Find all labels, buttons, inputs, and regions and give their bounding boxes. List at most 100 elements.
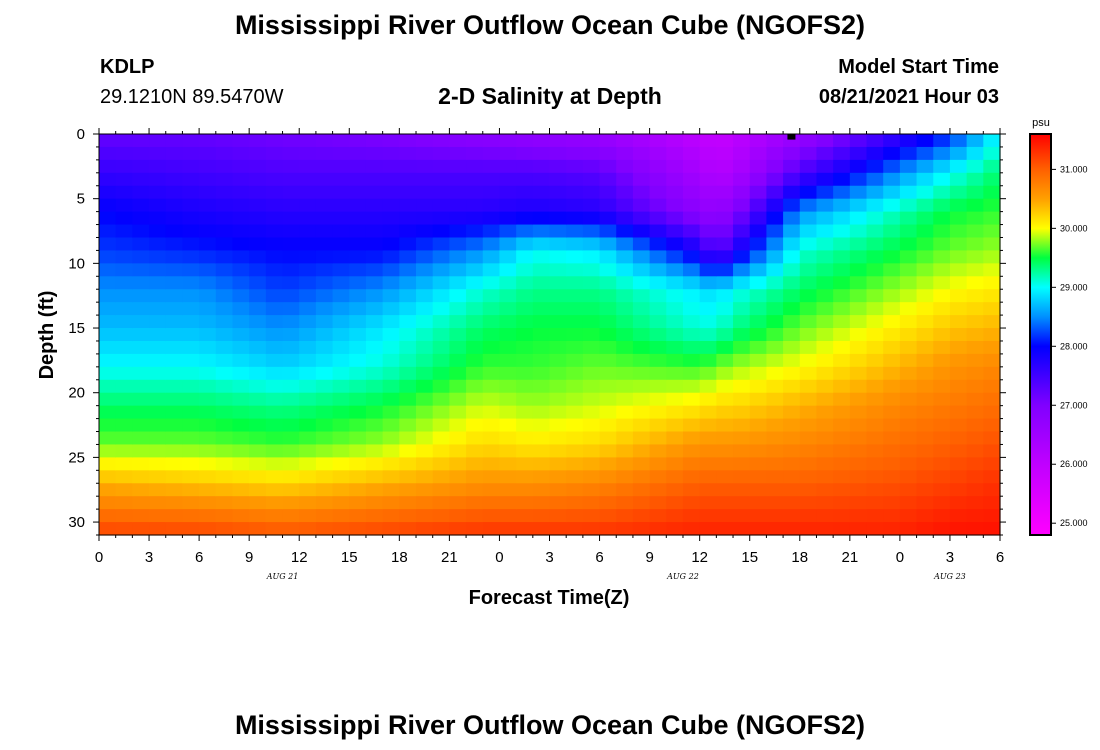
heatmap-cell bbox=[482, 366, 501, 381]
heatmap-cell bbox=[933, 392, 951, 407]
heatmap-cell bbox=[499, 431, 517, 446]
heatmap-cell bbox=[466, 496, 484, 510]
heatmap-cell bbox=[432, 405, 450, 420]
heatmap-cell bbox=[582, 134, 601, 148]
heatmap-cell bbox=[365, 483, 384, 497]
heatmap-cell bbox=[299, 185, 317, 200]
heatmap-cell bbox=[315, 276, 334, 290]
heatmap-cell bbox=[632, 483, 651, 497]
heatmap-cell bbox=[599, 172, 617, 187]
heatmap-cell bbox=[983, 379, 1001, 394]
heatmap-cell bbox=[733, 353, 751, 368]
chart-subtitle: 2-D Salinity at Depth bbox=[438, 83, 662, 109]
heatmap-cell bbox=[666, 392, 684, 407]
heatmap-cell bbox=[916, 379, 934, 394]
heatmap-cell bbox=[432, 496, 450, 510]
heatmap-cell bbox=[149, 237, 167, 252]
heatmap-cell bbox=[215, 134, 234, 148]
heatmap-cell bbox=[766, 211, 784, 226]
heatmap-cell bbox=[182, 211, 200, 226]
heatmap-cell bbox=[866, 289, 884, 303]
heatmap-cell bbox=[899, 276, 918, 290]
heatmap-cell bbox=[299, 353, 317, 368]
heatmap-cell bbox=[632, 405, 651, 420]
heatmap-cell bbox=[432, 146, 450, 161]
heatmap-cell bbox=[949, 340, 968, 355]
heatmap-cell bbox=[132, 431, 150, 446]
heatmap-cell bbox=[532, 431, 551, 446]
heatmap-cell bbox=[182, 444, 200, 458]
heatmap-cell bbox=[849, 172, 868, 187]
heatmap-cell bbox=[883, 340, 901, 355]
heatmap-cell bbox=[532, 366, 551, 381]
heatmap-cell bbox=[549, 146, 567, 161]
heatmap-cell bbox=[849, 328, 868, 342]
heatmap-cell bbox=[566, 276, 584, 290]
heatmap-cell bbox=[132, 379, 150, 394]
heatmap-cell bbox=[899, 509, 918, 523]
heatmap-cell bbox=[549, 224, 567, 239]
heatmap-cell bbox=[349, 263, 367, 277]
heatmap-cell bbox=[566, 172, 584, 187]
heatmap-cell bbox=[849, 353, 868, 368]
heatmap-cell bbox=[983, 185, 1001, 200]
heatmap-cell bbox=[966, 470, 984, 484]
heatmap-cell bbox=[449, 315, 467, 329]
heatmap-cell bbox=[466, 315, 484, 329]
heatmap-cell bbox=[466, 353, 484, 368]
heatmap-cell bbox=[816, 159, 834, 174]
heatmap-cell bbox=[799, 483, 818, 497]
heatmap-cell bbox=[332, 263, 350, 277]
heatmap-cell bbox=[249, 328, 267, 342]
heatmap-cell bbox=[399, 509, 417, 523]
heatmap-cell bbox=[365, 392, 384, 407]
heatmap-cell bbox=[349, 328, 367, 342]
heatmap-cell bbox=[499, 315, 517, 329]
heatmap-cell bbox=[432, 483, 450, 497]
heatmap-cell bbox=[666, 522, 684, 536]
heatmap-cell bbox=[332, 146, 350, 161]
heatmap-cell bbox=[883, 431, 901, 446]
heatmap-cell bbox=[99, 159, 117, 174]
heatmap-cell bbox=[933, 276, 951, 290]
heatmap-cell bbox=[249, 289, 267, 303]
heatmap-cell bbox=[232, 470, 250, 484]
heatmap-cell bbox=[899, 263, 918, 277]
heatmap-cell bbox=[199, 405, 217, 420]
colorbar-unit: psu bbox=[1032, 117, 1050, 129]
heatmap-cell bbox=[733, 340, 751, 355]
heatmap-cell bbox=[716, 276, 734, 290]
heatmap-cell bbox=[132, 159, 150, 174]
heatmap-cell bbox=[199, 379, 217, 394]
heatmap-cell bbox=[466, 431, 484, 446]
heatmap-cell bbox=[432, 172, 450, 187]
heatmap-cell bbox=[849, 483, 868, 497]
heatmap-cell bbox=[733, 444, 751, 458]
heatmap-cell bbox=[849, 276, 868, 290]
heatmap-cell bbox=[265, 405, 284, 420]
heatmap-cell bbox=[282, 328, 300, 342]
heatmap-cell bbox=[382, 483, 400, 497]
heatmap-cell bbox=[966, 457, 984, 471]
heatmap-cell bbox=[749, 224, 768, 239]
heatmap-cell bbox=[916, 496, 934, 510]
heatmap-cell bbox=[916, 353, 934, 368]
heatmap-cell bbox=[616, 198, 634, 213]
heatmap-cell bbox=[833, 470, 851, 484]
heatmap-cell bbox=[466, 146, 484, 161]
heatmap-cell bbox=[132, 444, 150, 458]
heatmap-cell bbox=[115, 224, 133, 239]
heatmap-cell bbox=[165, 483, 184, 497]
heatmap-cell bbox=[749, 509, 768, 523]
heatmap-cell bbox=[532, 379, 551, 394]
heatmap-cell bbox=[416, 418, 434, 433]
heatmap-cell bbox=[949, 302, 968, 316]
heatmap-cell bbox=[332, 418, 350, 433]
heatmap-cell bbox=[666, 289, 684, 303]
heatmap-cell bbox=[315, 328, 334, 342]
heatmap-cell bbox=[132, 328, 150, 342]
heatmap-cell bbox=[783, 315, 801, 329]
heatmap-cell bbox=[582, 483, 601, 497]
heatmap-cell bbox=[916, 224, 934, 239]
heatmap-cell bbox=[249, 366, 267, 381]
